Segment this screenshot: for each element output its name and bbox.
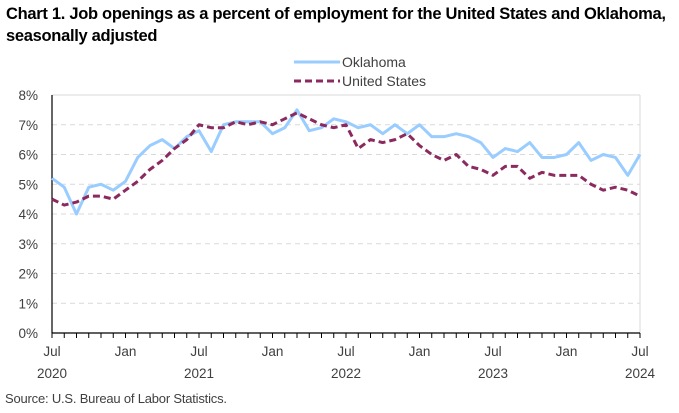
x-tick-label-year: 2024 <box>625 366 656 381</box>
y-tick-label: 0% <box>18 326 38 341</box>
x-axis-tick-labels: Jul 2020 Jan Jul 2021 Jan Jul 2022 Jan Jul 2023 Jan… <box>37 344 656 381</box>
x-tick-label-month: Jan <box>556 344 578 359</box>
x-tick-label-year: 2021 <box>184 366 214 381</box>
y-tick-label: 8% <box>18 88 38 103</box>
x-tick-label-year: 2023 <box>478 366 508 381</box>
x-tick-label-month: Jul <box>484 344 501 359</box>
y-tick-label: 6% <box>18 148 38 163</box>
y-tick-label: 1% <box>18 296 38 311</box>
x-tick-label-month: Jul <box>337 344 354 359</box>
y-tick-label: 2% <box>18 267 38 282</box>
x-tick-label-month: Jul <box>43 344 60 359</box>
x-tick-label-month: Jan <box>115 344 137 359</box>
x-tick-label-year: 2020 <box>37 366 67 381</box>
legend: Oklahoma United States <box>294 54 426 89</box>
chart-title: Chart 1. Job openings as a percent of em… <box>6 5 666 45</box>
x-tick-label-month: Jul <box>190 344 207 359</box>
x-tick-label-month: Jul <box>631 344 648 359</box>
y-tick-label: 5% <box>18 177 38 192</box>
source-note: Source: U.S. Bureau of Labor Statistics. <box>5 391 227 406</box>
gridlines <box>52 94 641 333</box>
series-line-united-states <box>51 111 641 207</box>
legend-label-united-states: United States <box>342 73 426 89</box>
y-tick-label: 4% <box>18 207 38 222</box>
x-tick-label-year: 2022 <box>331 366 361 381</box>
legend-label-oklahoma: Oklahoma <box>342 54 406 70</box>
y-tick-label: 3% <box>18 237 38 252</box>
y-tick-label: 7% <box>18 118 38 133</box>
axes <box>51 95 641 338</box>
x-tick-label-month: Jan <box>262 344 284 359</box>
y-axis-tick-labels: 0% 1% 2% 3% 4% 5% 6% 7% 8% <box>18 88 38 341</box>
series-lines <box>51 108 642 216</box>
series-line-oklahoma <box>51 108 642 216</box>
x-tick-label-month: Jan <box>409 344 431 359</box>
